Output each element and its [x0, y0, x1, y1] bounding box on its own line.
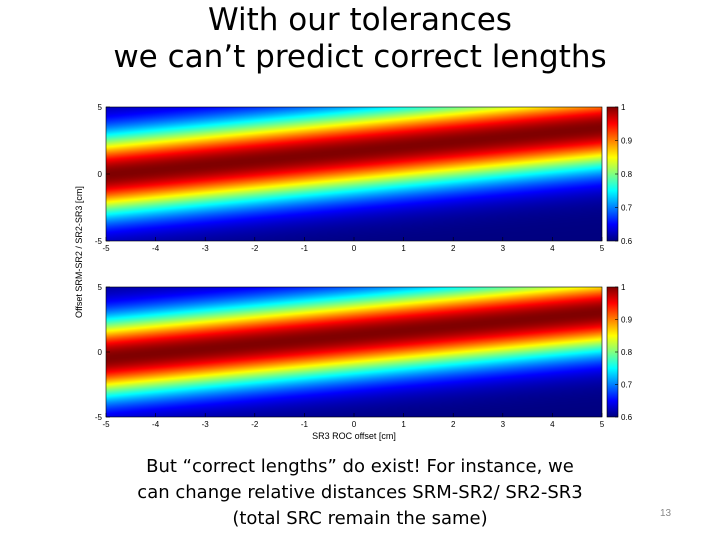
colorbar-tick-label: 0.6 — [621, 413, 633, 422]
x-tick-label: 2 — [451, 420, 456, 429]
colorbar-tick-label: 1 — [621, 103, 626, 112]
x-tick-label: 5 — [600, 244, 605, 253]
colorbar-tick-label: 1 — [621, 283, 626, 292]
colorbar-tick-label: 0.7 — [621, 381, 633, 390]
colorbar-tick-label: 0.8 — [621, 348, 633, 357]
y-tick-label: 0 — [98, 170, 103, 179]
x-tick-label: 4 — [550, 420, 555, 429]
caption-line-1: But “correct lengths” do exist! For inst… — [146, 456, 574, 477]
x-tick-label: 3 — [501, 244, 506, 253]
x-tick-label: -4 — [152, 420, 160, 429]
x-tick-label: 0 — [352, 244, 357, 253]
y-tick-label: 0 — [98, 348, 103, 357]
x-tick-label: 4 — [550, 244, 555, 253]
x-tick-label: 2 — [451, 244, 456, 253]
x-axis-label: SR3 ROC offset [cm] — [312, 431, 396, 441]
heatmap-chart-1: -5 -4 -3 -2 -1 0 1 2 3 4 5 5 0 -5 1 0.9 0.8 0.7 0.6 — [95, 103, 633, 253]
x-tick-label: 1 — [401, 244, 406, 253]
colorbar-tick-label: 0.9 — [621, 137, 633, 146]
caption: But “correct lengths” do exist! For inst… — [100, 454, 620, 532]
x-tick-label: -5 — [102, 244, 110, 253]
title-line-1: With our tolerances — [208, 2, 512, 38]
colorbar-tick-label: 0.7 — [621, 204, 633, 213]
colorbar-tick-label: 0.8 — [621, 170, 633, 179]
x-tick-label: -1 — [301, 244, 309, 253]
y-tick-label: 5 — [98, 103, 103, 112]
slide-title: With our tolerances we can’t predict cor… — [0, 2, 720, 76]
colorbar-tick-label: 0.9 — [621, 316, 633, 325]
x-tick-label: 0 — [352, 420, 357, 429]
x-tick-label: -2 — [251, 420, 259, 429]
caption-line-2: can change relative distances SRM-SR2/ S… — [137, 482, 583, 503]
heatmap-surface — [106, 287, 602, 417]
x-tick-label: -5 — [102, 420, 110, 429]
y-tick-label: 5 — [98, 283, 103, 292]
x-tick-label: -3 — [202, 244, 210, 253]
x-tick-label: 1 — [401, 420, 406, 429]
colorbar-tick-label: 0.6 — [621, 237, 633, 246]
x-tick-label: -2 — [251, 244, 259, 253]
heatmap-surface — [106, 107, 602, 241]
x-tick-label: -4 — [152, 244, 160, 253]
x-tick-label: -3 — [202, 420, 210, 429]
heatmap-chart-2: -5 -4 -3 -2 -1 0 1 2 3 4 5 5 0 -5 SR3 ROC offset [cm] 1… — [95, 283, 633, 441]
y-tick-label: -5 — [95, 413, 103, 422]
x-tick-label: 3 — [501, 420, 506, 429]
title-line-2: we can’t predict correct lengths — [113, 39, 607, 75]
x-tick-label: 5 — [600, 420, 605, 429]
shared-ylabel: Offset SRM-SR2 / SR2-SR3 [cm] — [74, 186, 84, 318]
x-tick-label: -1 — [301, 420, 309, 429]
caption-line-3: (total SRC remain the same) — [232, 508, 488, 529]
y-tick-label: -5 — [95, 237, 103, 246]
slide-number: 13 — [660, 508, 672, 519]
